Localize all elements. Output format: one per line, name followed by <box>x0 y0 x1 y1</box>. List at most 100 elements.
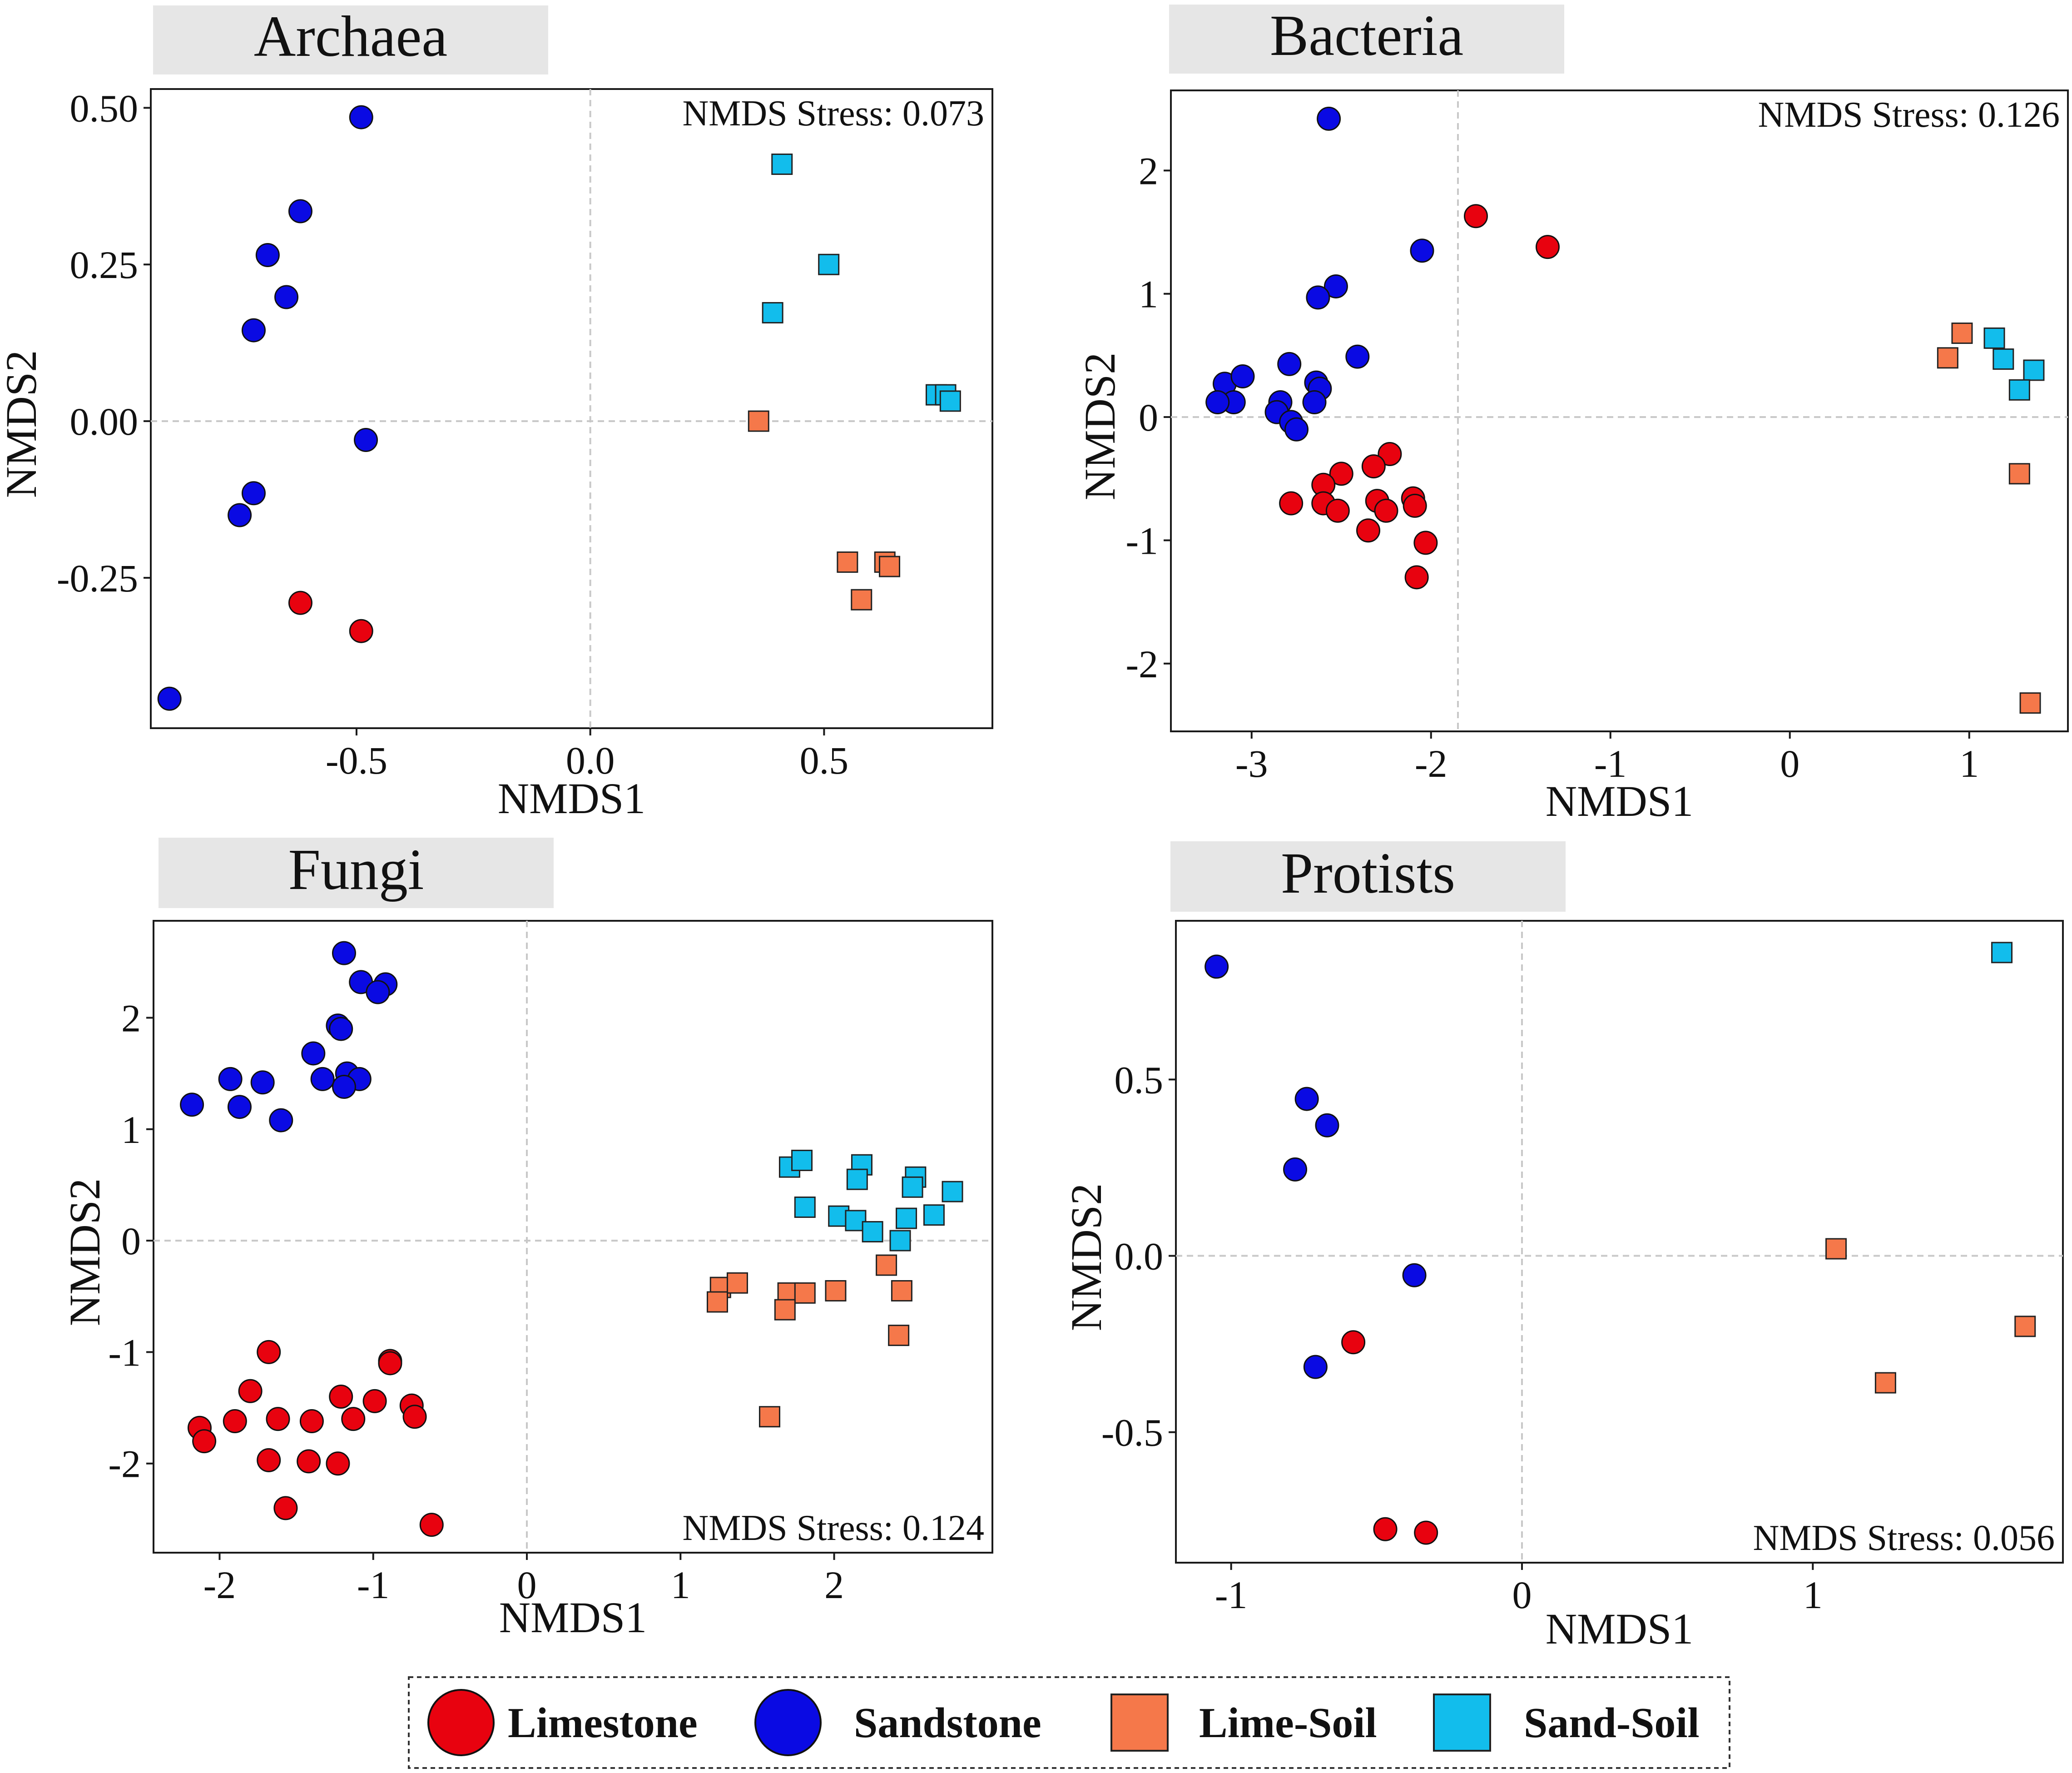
data-point <box>332 1075 356 1099</box>
stress-annotation: NMDS Stress: 0.073 <box>682 94 984 134</box>
x-tick-label: 0 <box>517 1563 537 1607</box>
data-point <box>862 1221 883 1242</box>
panel-fungi: Fungi -2 -1 0 1 2 -2 -1 0 1 2 NMDS1 NMDS2 NMDS Stress… <box>60 837 993 1642</box>
data-point <box>341 1407 366 1431</box>
data-point <box>301 1041 326 1066</box>
data-point <box>876 1254 897 1276</box>
data-point <box>902 1176 923 1198</box>
data-point <box>329 1017 353 1041</box>
plot-frame <box>1170 89 2069 732</box>
data-point <box>1324 274 1348 298</box>
data-point <box>891 1280 912 1301</box>
data-point <box>1536 235 1560 259</box>
data-point <box>1356 518 1380 543</box>
x-axis-label: NMDS1 <box>499 1593 647 1642</box>
data-point <box>896 1207 917 1229</box>
data-point <box>726 1272 748 1294</box>
data-point <box>825 1280 847 1301</box>
data-point <box>2023 359 2045 381</box>
y-axis-label: NMDS2 <box>60 1178 109 1326</box>
data-point <box>1230 364 1255 389</box>
data-point <box>1413 531 1438 555</box>
x-tick-label: -2 <box>203 1563 236 1607</box>
data-point <box>349 105 373 129</box>
y-tick-label: 1 <box>1139 273 1158 316</box>
data-point <box>218 1067 243 1091</box>
y-axis-label: NMDS2 <box>1062 1183 1110 1331</box>
data-point <box>362 1389 387 1413</box>
y-axis-label: NMDS2 <box>1076 353 1124 500</box>
series-sand-soil <box>1983 327 2045 401</box>
data-point <box>1410 238 1434 263</box>
y-tick-label: 0.00 <box>70 400 139 443</box>
series-sandstone <box>1205 954 1427 1379</box>
data-point <box>1378 442 1402 466</box>
x-tick-label: -1 <box>357 1563 390 1607</box>
data-point <box>1951 323 1973 344</box>
series-limestone <box>187 1340 444 1537</box>
data-point <box>1993 348 2014 370</box>
data-point <box>1991 942 2013 963</box>
data-point <box>846 1168 868 1190</box>
data-point <box>771 154 793 175</box>
panels: Archaea-0.5 0.0 0.5-0.250.000.250.50NMDS1N… <box>0 3 2069 1653</box>
title-strip <box>153 5 548 74</box>
series-lime-soil <box>706 1254 912 1428</box>
series-lime-soil <box>1937 323 2041 714</box>
y-tick-label: 0 <box>121 1219 141 1263</box>
data-point <box>223 1409 247 1434</box>
data-point <box>273 1496 298 1520</box>
data-point <box>1325 498 1350 523</box>
legend-label: Sand-Soil <box>1524 1699 1700 1747</box>
series-sand-soil <box>762 154 961 412</box>
legend-label: Lime-Soil <box>1199 1699 1377 1747</box>
x-tick-label: 1 <box>1803 1573 1823 1617</box>
data-point <box>1329 462 1353 486</box>
data-point <box>332 941 356 965</box>
data-point <box>297 1449 321 1474</box>
y-tick-label: -1 <box>108 1331 141 1374</box>
y-tick-label: -2 <box>108 1442 141 1486</box>
x-tick-label: -1 <box>1594 742 1627 785</box>
data-point <box>1373 1517 1398 1541</box>
data-point <box>1294 1087 1319 1111</box>
x-tick-label: -1 <box>1215 1573 1248 1617</box>
data-point <box>1403 493 1427 518</box>
y-axis-label: NMDS2 <box>0 350 45 498</box>
x-tick-label: -2 <box>1415 742 1447 785</box>
y-tick-label: 0.5 <box>1115 1058 1164 1102</box>
data-point <box>748 410 769 432</box>
panel-title: Protists <box>1281 841 1455 905</box>
y-tick-label: -1 <box>1125 519 1158 562</box>
data-point <box>1205 390 1230 415</box>
data-point <box>1283 1157 1308 1182</box>
series-limestone <box>1279 204 1560 590</box>
legend: Limestone Sandstone Lime-Soil Sand-Soil <box>408 1676 1730 1769</box>
data-point <box>762 302 783 323</box>
data-point <box>888 1325 910 1346</box>
panel-title: Archaea <box>254 4 447 69</box>
data-point <box>255 243 280 268</box>
data-point <box>818 253 840 275</box>
data-point <box>774 1299 796 1321</box>
data-point <box>326 1451 350 1476</box>
data-point <box>939 390 961 412</box>
series-sandstone <box>157 105 378 711</box>
data-point <box>310 1067 335 1091</box>
data-point <box>942 1181 963 1202</box>
data-point <box>758 1406 780 1428</box>
data-point <box>419 1513 444 1537</box>
x-tick-label: 2 <box>824 1563 844 1607</box>
data-point <box>2008 463 2030 485</box>
title-strip <box>159 838 554 908</box>
data-point <box>1414 1520 1438 1545</box>
panel-protists: Protists -1 0 1 -0.5 0.0 0.5 NMDS1 NMDS2 NMDS Str… <box>1062 841 2064 1653</box>
x-tick-label: 0 <box>1780 742 1799 785</box>
x-tick-label: 0.0 <box>566 739 615 782</box>
panel-bacteria: Bacteria -3 -2 -1 0 1 -2 -1 0 1 2 NMDS1 NMDS2 NMDS St… <box>1076 3 2069 825</box>
legend-box <box>408 1676 1730 1769</box>
stress-annotation: NMDS Stress: 0.126 <box>1758 95 2060 135</box>
data-point <box>1404 565 1429 590</box>
y-tick-label: -0.5 <box>1101 1411 1163 1455</box>
